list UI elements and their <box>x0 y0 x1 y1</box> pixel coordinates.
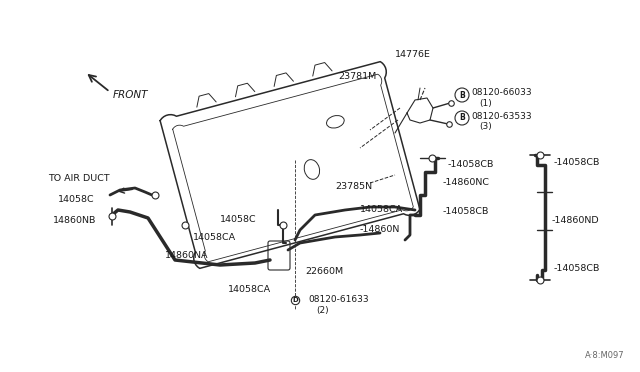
Text: 08120-61633: 08120-61633 <box>308 295 369 304</box>
Text: FRONT: FRONT <box>113 90 148 100</box>
Text: D: D <box>292 297 298 303</box>
Circle shape <box>455 88 469 102</box>
Text: -14058CB: -14058CB <box>443 207 490 216</box>
Text: TO AIR DUCT: TO AIR DUCT <box>48 174 109 183</box>
Text: 23785N: 23785N <box>335 182 372 191</box>
Text: (3): (3) <box>479 122 492 131</box>
Text: A·8:M097: A·8:M097 <box>586 351 625 360</box>
Text: -14058CB: -14058CB <box>554 158 600 167</box>
Text: 14058CA: 14058CA <box>228 285 271 294</box>
Circle shape <box>455 111 469 125</box>
Text: (2): (2) <box>316 306 328 315</box>
Text: -14058CB: -14058CB <box>448 160 494 169</box>
Text: -14860ND: -14860ND <box>552 216 600 225</box>
Text: 08120-63533: 08120-63533 <box>471 112 532 121</box>
Text: 22660M: 22660M <box>305 267 343 276</box>
Text: 14058CA: 14058CA <box>360 205 403 214</box>
Text: 14058C: 14058C <box>58 195 95 204</box>
Text: -14058CB: -14058CB <box>554 264 600 273</box>
Text: (1): (1) <box>479 99 492 108</box>
Text: 14058C: 14058C <box>220 215 257 224</box>
Text: 14860NB: 14860NB <box>53 216 97 225</box>
Text: 14058CA: 14058CA <box>193 233 236 242</box>
Text: 23781M: 23781M <box>338 72 376 81</box>
Text: B: B <box>459 90 465 99</box>
Text: -14860NC: -14860NC <box>443 178 490 187</box>
Text: 14776E: 14776E <box>395 50 431 59</box>
Text: -14860N: -14860N <box>360 225 401 234</box>
Text: 08120-66033: 08120-66033 <box>471 88 532 97</box>
Text: B: B <box>459 113 465 122</box>
Text: 14860NA: 14860NA <box>165 251 209 260</box>
